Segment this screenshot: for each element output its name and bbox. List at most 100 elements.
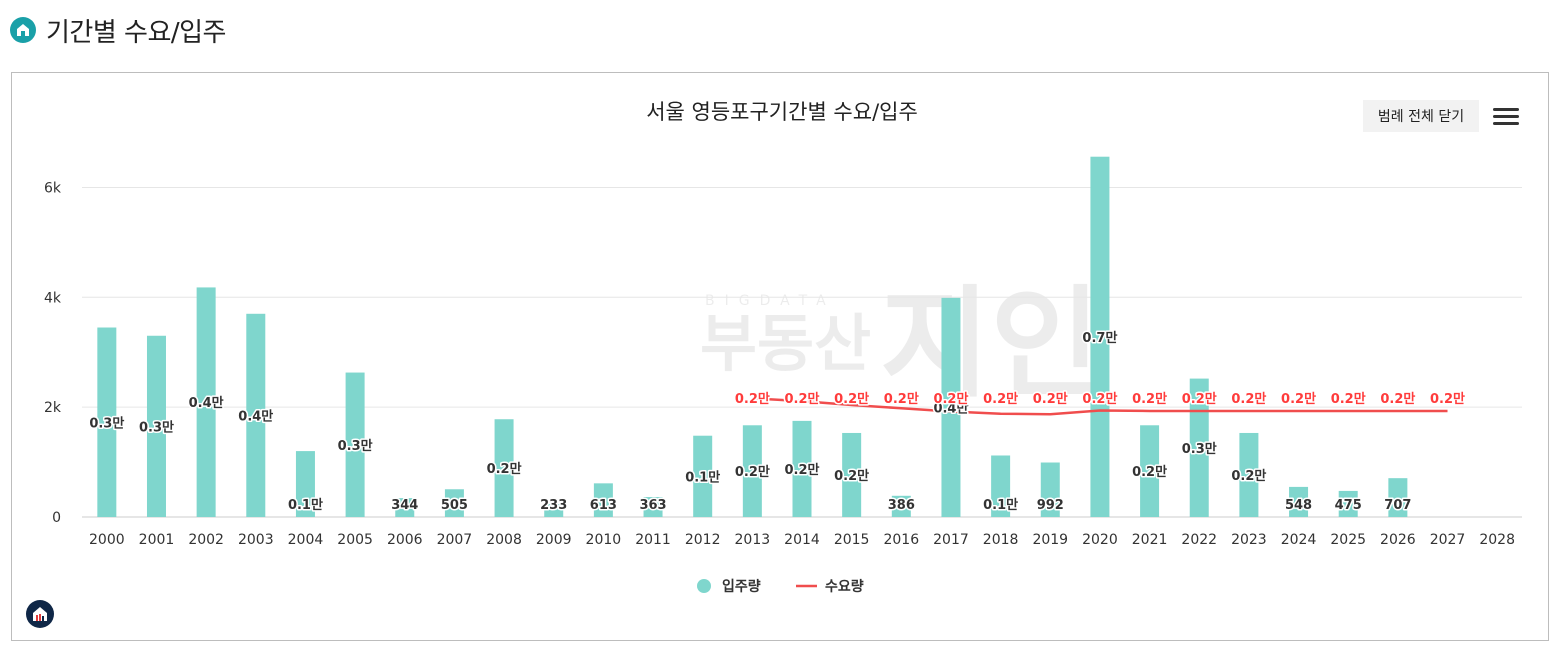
bar-data-label: 0.2만 (1132, 464, 1167, 480)
legend-bar-swatch (697, 579, 711, 593)
axis-layer: 0 2k 4k 6k 2000 2001 2002 2003 2004 2005 2006 2007 2… (44, 180, 1515, 548)
line-data-label: 0.2만 (884, 391, 919, 407)
bar[interactable] (1239, 432, 1259, 517)
menu-icon[interactable] (1490, 104, 1522, 130)
bar-data-label: 0.1만 (288, 497, 323, 513)
bar[interactable] (146, 335, 166, 517)
bar[interactable] (643, 497, 663, 517)
bar[interactable] (742, 425, 762, 517)
bar[interactable] (196, 287, 216, 517)
bar-data-label: 0.3만 (338, 438, 373, 454)
bar-data-label: 0.4만 (933, 400, 968, 416)
y-tick-label: 4k (44, 290, 62, 306)
bar-data-label: 0.1만 (685, 469, 720, 485)
bar[interactable] (345, 372, 365, 517)
bar-data-label: 992 (1037, 498, 1064, 513)
bar[interactable] (395, 498, 415, 517)
bar[interactable] (97, 327, 117, 517)
x-tick-label: 2005 (337, 532, 373, 548)
bar[interactable] (1338, 490, 1358, 517)
bar-data-label: 363 (639, 498, 666, 513)
x-tick-label: 2022 (1181, 532, 1217, 548)
bar[interactable] (544, 504, 564, 517)
bar-data-label: 0.2만 (1231, 468, 1266, 484)
line-data-label: 0.2만 (1082, 391, 1117, 407)
bar[interactable] (991, 455, 1011, 517)
bar-data-label: 0.2만 (487, 461, 522, 477)
x-tick-label: 2016 (883, 532, 919, 548)
x-tick-label: 2015 (834, 532, 870, 548)
x-tick-label: 2024 (1281, 532, 1317, 548)
page-header: 기간별 수요/입주 (10, 12, 226, 48)
bar-data-label: 0.2만 (735, 464, 770, 480)
bar[interactable] (842, 432, 862, 517)
x-tick-label: 2008 (486, 532, 522, 548)
x-tick-label: 2000 (89, 532, 125, 548)
legend-line-label: 수요량 (825, 579, 864, 595)
bar-data-label: 475 (1335, 498, 1362, 513)
x-tick-label: 2018 (983, 532, 1019, 548)
x-tick-label: 2020 (1082, 532, 1118, 548)
x-tick-label: 2027 (1430, 532, 1466, 548)
x-tick-label: 2012 (685, 532, 721, 548)
bar[interactable] (693, 435, 713, 517)
bar[interactable] (1189, 378, 1209, 517)
x-tick-label: 2017 (933, 532, 969, 548)
bar[interactable] (792, 420, 812, 517)
line-data-label: 0.2만 (1132, 391, 1167, 407)
x-tick-label: 2011 (635, 532, 671, 548)
watermark: 부동산 지인 BIGDATA (700, 275, 1101, 414)
svg-text:부동산: 부동산 (700, 307, 871, 380)
bar-data-label: 0.4만 (238, 408, 273, 424)
legend-toggle-button[interactable]: 범례 전체 닫기 (1363, 100, 1479, 132)
bar[interactable] (891, 495, 911, 517)
y-tick-label: 2k (44, 400, 62, 416)
bar[interactable] (1388, 478, 1408, 517)
svg-text:지인: 지인 (880, 275, 1101, 414)
bar[interactable] (295, 451, 315, 517)
x-tick-label: 2025 (1330, 532, 1366, 548)
legend: 입주량 수요량 (697, 579, 864, 595)
bar[interactable] (494, 419, 514, 517)
bar-data-label: 0.4만 (189, 395, 224, 411)
line-layer (752, 397, 1448, 416)
bar[interactable] (1140, 425, 1160, 517)
bar[interactable] (593, 483, 613, 517)
bar[interactable] (1090, 156, 1110, 517)
chart-title: 서울 영등포구기간별 수요/입주 (646, 100, 918, 124)
line-data-label: 0.2만 (1281, 391, 1316, 407)
line-data-label: 0.2만 (1033, 391, 1068, 407)
legend-item-line[interactable]: 수요량 (796, 579, 864, 595)
bar-data-label: 0.2만 (834, 468, 869, 484)
line-data-label: 0.2만 (1182, 391, 1217, 407)
x-tick-label: 2010 (586, 532, 622, 548)
bar[interactable] (246, 313, 266, 517)
label-layer: 0.3만 0.3만 0.4만 0.4만 0.1만 0.3만 344 505 0.2만 233 613… (88, 328, 1467, 514)
x-tick-label: 2006 (387, 532, 423, 548)
line-data-label: 0.2만 (834, 391, 869, 407)
bar-data-label: 0.2만 (785, 462, 820, 478)
bar-layer (97, 156, 1408, 517)
bar-data-label: 0.3만 (1182, 441, 1217, 457)
x-tick-label: 2021 (1132, 532, 1168, 548)
x-tick-label: 2004 (288, 532, 324, 548)
legend-item-bar[interactable]: 입주량 (697, 579, 761, 595)
bar[interactable] (444, 489, 464, 517)
x-tick-label: 2028 (1479, 532, 1515, 548)
line-data-label: 0.2만 (735, 391, 770, 407)
bar-data-label: 344 (391, 498, 418, 513)
svg-text:BIGDATA: BIGDATA (705, 293, 836, 309)
bar-data-label: 233 (540, 498, 567, 513)
bar[interactable] (1040, 462, 1060, 517)
demand-line[interactable] (752, 397, 1448, 416)
line-data-label: 0.2만 (1430, 391, 1465, 407)
bar[interactable] (941, 297, 961, 517)
y-tick-label: 6k (44, 180, 62, 196)
bar-data-label: 0.3만 (89, 415, 124, 431)
bar-data-label: 505 (441, 498, 468, 513)
x-tick-label: 2001 (139, 532, 175, 548)
x-tick-label: 2023 (1231, 532, 1267, 548)
bar-data-label: 0.7만 (1082, 330, 1117, 346)
logo-icon (26, 600, 54, 628)
bar[interactable] (1289, 486, 1309, 517)
